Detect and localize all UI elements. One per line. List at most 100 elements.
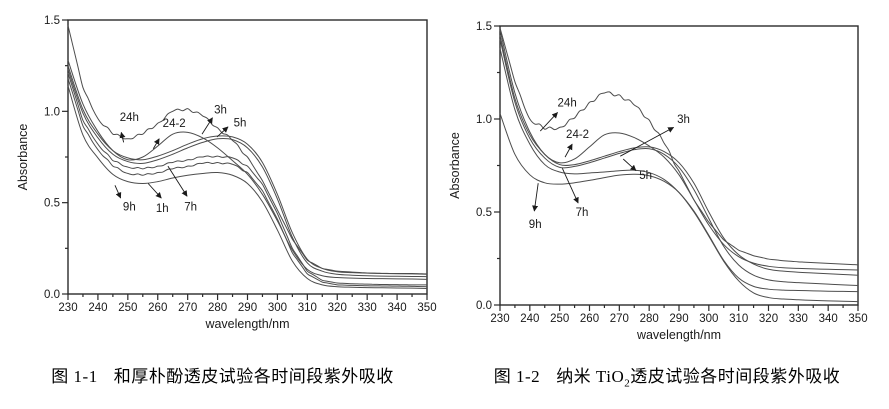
annotation-arrow-1h bbox=[147, 183, 162, 199]
series-24-2 bbox=[499, 29, 859, 271]
caption-figure-number: 图 1-1 bbox=[51, 367, 98, 386]
annotation-arrow-5h bbox=[622, 158, 637, 172]
plot-box bbox=[499, 25, 859, 306]
series-7h bbox=[499, 38, 859, 286]
series-24-2 bbox=[67, 60, 428, 280]
svg-text:350: 350 bbox=[417, 302, 436, 314]
annotation-arrow-24-2 bbox=[564, 143, 573, 158]
svg-text:230: 230 bbox=[58, 302, 77, 314]
svg-text:280: 280 bbox=[208, 302, 227, 314]
svg-text:290: 290 bbox=[669, 313, 688, 325]
caption-text-post: 透皮试验各时间段紫外吸收 bbox=[630, 367, 841, 386]
series-5h bbox=[499, 48, 859, 293]
annotation-label-1h: 1h bbox=[156, 203, 169, 215]
caption-text-pre: 和厚朴酚透皮试验各时间段紫外吸收 bbox=[113, 367, 394, 386]
series-curves bbox=[499, 27, 859, 303]
annotation-arrow-7h bbox=[167, 165, 188, 197]
svg-text:300: 300 bbox=[268, 302, 287, 314]
figures-row: 230 240 250 260 270 280 290 300 310 320 330 340 350 0… bbox=[0, 0, 889, 389]
svg-text:0.0: 0.0 bbox=[44, 289, 60, 301]
x-axis-title: wavelength/nm bbox=[636, 328, 721, 342]
figure-1-1: 230 240 250 260 270 280 290 300 310 320 330 340 350 0… bbox=[0, 0, 445, 389]
series-5h bbox=[67, 69, 428, 278]
svg-text:0.0: 0.0 bbox=[476, 300, 492, 312]
svg-text:320: 320 bbox=[759, 313, 778, 325]
annotation-arrow-5h bbox=[216, 126, 229, 138]
annotation-arrow-3h bbox=[201, 117, 213, 135]
x-axis-ticks bbox=[67, 294, 428, 300]
annotation-arrow-7h bbox=[561, 168, 579, 204]
annotation-arrow-24h bbox=[539, 112, 558, 132]
svg-text:310: 310 bbox=[298, 302, 317, 314]
uv-absorbance-chart-honokiol: 230 240 250 260 270 280 290 300 310 320 330 340 350 0… bbox=[16, 15, 437, 331]
figure-1-2: 230 240 250 260 270 280 290 300 310 320 330 340 350 0… bbox=[445, 0, 889, 389]
annotation-arrow-9h bbox=[532, 183, 539, 212]
svg-text:1.0: 1.0 bbox=[476, 114, 492, 126]
svg-text:270: 270 bbox=[610, 313, 629, 325]
svg-text:290: 290 bbox=[238, 302, 257, 314]
series-24h bbox=[67, 25, 428, 275]
svg-text:250: 250 bbox=[550, 313, 569, 325]
svg-text:1.0: 1.0 bbox=[44, 106, 60, 118]
y-axis-title: Absorbance bbox=[16, 124, 30, 191]
series-3h bbox=[499, 35, 859, 276]
figure-1-1-caption: 图 1-1 和厚朴酚透皮试验各时间段紫外吸收 bbox=[0, 362, 445, 389]
svg-text:0.5: 0.5 bbox=[44, 198, 60, 210]
curve-annotations: 24h 24-2 3h 5h 9h 1h 7h bbox=[114, 105, 247, 215]
svg-text:310: 310 bbox=[729, 313, 748, 325]
x-tick-labels: 230 240 250 260 270 280 290 300 310 320 330 340 350 bbox=[490, 313, 867, 325]
figure-1-2-caption: 图 1-2 纳米 TiO2透皮试验各时间段紫外吸收 bbox=[445, 362, 889, 389]
y-axis-ticks bbox=[62, 19, 68, 295]
series-curves bbox=[67, 25, 428, 290]
svg-text:350: 350 bbox=[848, 313, 867, 325]
annotation-label-24-2: 24-2 bbox=[163, 118, 186, 130]
annotation-label-24h: 24h bbox=[558, 97, 577, 109]
svg-text:300: 300 bbox=[699, 313, 718, 325]
svg-text:330: 330 bbox=[789, 313, 808, 325]
series-9h bbox=[499, 113, 859, 303]
svg-text:240: 240 bbox=[88, 302, 107, 314]
annotation-label-24h: 24h bbox=[120, 112, 139, 124]
annotation-arrow-24-2 bbox=[152, 138, 160, 150]
svg-text:0.5: 0.5 bbox=[476, 207, 492, 219]
series-7h bbox=[67, 72, 427, 286]
x-axis-title: wavelength/nm bbox=[204, 317, 289, 331]
annotation-label-5h: 5h bbox=[234, 117, 247, 129]
svg-text:340: 340 bbox=[819, 313, 838, 325]
annotation-label-9h: 9h bbox=[529, 219, 542, 231]
caption-text: 纳米 TiO2透皮试验各时间段紫外吸收 bbox=[556, 367, 841, 390]
svg-text:1.5: 1.5 bbox=[44, 15, 60, 27]
annotation-label-3h: 3h bbox=[214, 105, 227, 117]
svg-text:230: 230 bbox=[490, 313, 509, 325]
annotation-label-3h: 3h bbox=[677, 114, 690, 126]
annotation-arrow-3h bbox=[620, 126, 675, 157]
y-axis-title: Absorbance bbox=[448, 132, 462, 199]
caption-text: 和厚朴酚透皮试验各时间段紫外吸收 bbox=[114, 367, 394, 386]
x-axis-ticks bbox=[499, 305, 859, 311]
uv-absorbance-chart-nano-tio2: 230 240 250 260 270 280 290 300 310 320 330 340 350 0… bbox=[448, 21, 868, 342]
annotation-label-7h: 7h bbox=[576, 207, 589, 219]
series-3h bbox=[67, 65, 428, 275]
annotation-label-9h: 9h bbox=[123, 201, 136, 213]
caption-text-pre: 纳米 TiO bbox=[556, 367, 625, 386]
svg-text:270: 270 bbox=[178, 302, 197, 314]
x-tick-labels: 230 240 250 260 270 280 290 300 310 320 330 340 350 bbox=[58, 302, 436, 314]
svg-text:250: 250 bbox=[118, 302, 137, 314]
svg-text:320: 320 bbox=[328, 302, 347, 314]
svg-text:260: 260 bbox=[580, 313, 599, 325]
y-tick-labels: 0.0 0.5 1.0 1.5 bbox=[476, 21, 492, 312]
annotation-label-24-2: 24-2 bbox=[566, 129, 589, 141]
svg-text:330: 330 bbox=[358, 302, 377, 314]
annotation-arrow-24h bbox=[119, 131, 126, 143]
svg-text:280: 280 bbox=[640, 313, 659, 325]
series-1h bbox=[67, 78, 428, 288]
caption-text-sub: 2 bbox=[624, 377, 631, 390]
series-24h bbox=[499, 27, 859, 266]
annotation-label-5h: 5h bbox=[639, 170, 652, 182]
svg-text:1.5: 1.5 bbox=[476, 21, 492, 33]
y-tick-labels: 0.0 0.5 1.0 1.5 bbox=[44, 15, 60, 301]
y-axis-ticks bbox=[494, 25, 500, 306]
svg-text:240: 240 bbox=[520, 313, 539, 325]
svg-text:340: 340 bbox=[387, 302, 406, 314]
